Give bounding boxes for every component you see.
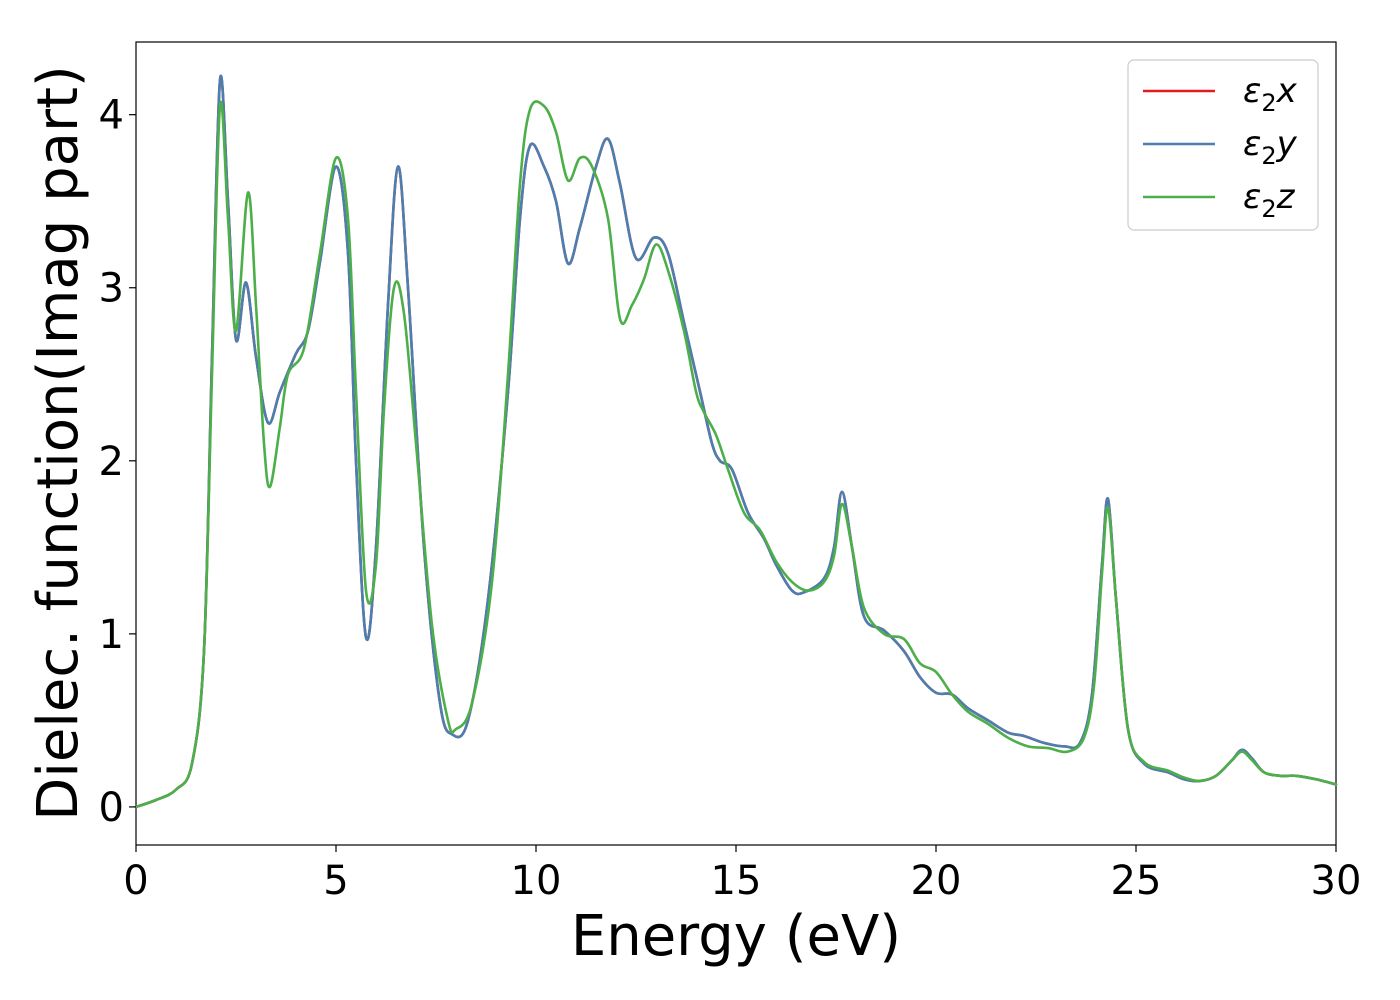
series-layer — [134, 75, 1338, 809]
y-tick-label: 4 — [99, 93, 124, 139]
legend: ε2x ε2y ε2z — [1127, 59, 1319, 231]
legend-label-z: ε2z — [1243, 177, 1296, 223]
y-tick-label: 1 — [99, 612, 124, 658]
x-tick-label: 15 — [711, 858, 762, 904]
x-tick-label: 30 — [1311, 858, 1362, 904]
legend-box — [1127, 59, 1319, 231]
legend-label-x: ε2x — [1243, 71, 1298, 117]
legend-entries: ε2x ε2y ε2z — [1143, 71, 1298, 223]
x-axis-title: Energy (eV) — [571, 904, 901, 969]
legend-label-y: ε2y — [1243, 124, 1298, 170]
tick-layer: 0 5 10 15 20 25 30 0 1 2 3 4 — [99, 93, 1362, 904]
y-tick-label: 3 — [99, 266, 124, 312]
x-tick-label: 10 — [511, 858, 562, 904]
y-tick-label: 2 — [99, 439, 124, 485]
x-tick-label: 25 — [1111, 858, 1162, 904]
x-tick-label: 20 — [911, 858, 962, 904]
x-tick-label: 0 — [123, 858, 148, 904]
series-line-z — [134, 100, 1338, 809]
y-axis-title: Dielec. function(Imag part) — [26, 65, 91, 821]
x-tick-label: 5 — [323, 858, 348, 904]
y-tick-label: 0 — [99, 785, 124, 831]
